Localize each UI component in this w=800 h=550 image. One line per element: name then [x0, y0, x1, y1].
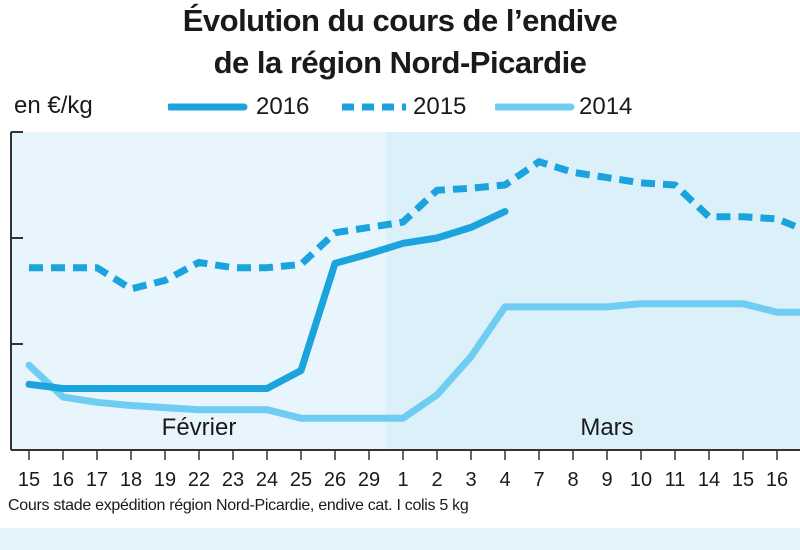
legend-label-2014: 2014 [579, 93, 633, 120]
legend-label-2016: 2016 [256, 93, 310, 120]
chart-title-line2: de la région Nord-Picardie [213, 45, 587, 80]
x-tick-label: 24 [256, 469, 278, 490]
legend-item-2015: 2015 [340, 92, 490, 122]
x-tick-label: 4 [499, 469, 510, 490]
x-tick-label: 2 [431, 469, 442, 490]
x-tick-label: 7 [533, 469, 544, 490]
x-tick-label: 29 [358, 469, 380, 490]
series-line-2016 [25, 208, 509, 392]
x-tick-label: 1 [397, 469, 408, 490]
y-unit-label: en €/kg [14, 92, 93, 119]
x-tick-label: 15 [18, 469, 40, 490]
legend-label-2015: 2015 [413, 93, 467, 120]
legend-item-2016: 2016 [168, 92, 318, 122]
legend-swatch-2014 [495, 103, 575, 111]
x-tick-label: 23 [222, 469, 244, 490]
series-line-2015 [29, 158, 800, 293]
x-tick-label: 10 [630, 469, 652, 490]
x-tick-label: 9 [601, 469, 612, 490]
line-chart: 1516171819222324252629123478910111415161… [10, 131, 800, 490]
x-tick-label: 16 [766, 469, 788, 490]
month-label: Mars [580, 414, 633, 441]
chart-footnote: Cours stade expédition région Nord-Picar… [8, 497, 469, 514]
x-tick-label: 18 [120, 469, 142, 490]
legend-swatch-2015 [342, 103, 406, 111]
x-tick-label: 15 [732, 469, 754, 490]
month-label: Février [162, 414, 237, 441]
x-tick-label: 11 [665, 469, 686, 490]
x-tick-label: 16 [52, 469, 74, 490]
x-tick-label: 14 [698, 469, 720, 490]
bottom-band [0, 528, 800, 550]
x-tick-label: 26 [324, 469, 346, 490]
x-tick-label: 19 [154, 469, 176, 490]
plot-background-mars [386, 132, 800, 450]
x-tick-label: 22 [188, 469, 210, 490]
series-line-2014 [25, 300, 800, 422]
x-tick-label: 17 [86, 469, 108, 490]
x-tick-label: 3 [465, 469, 476, 490]
chart-title-line1: Évolution du cours de l’endive [182, 3, 618, 38]
x-tick-label: 8 [567, 469, 578, 490]
x-tick-label: 25 [290, 469, 312, 490]
legend-swatch-2016 [168, 103, 248, 111]
legend-item-2014: 2014 [495, 92, 655, 122]
